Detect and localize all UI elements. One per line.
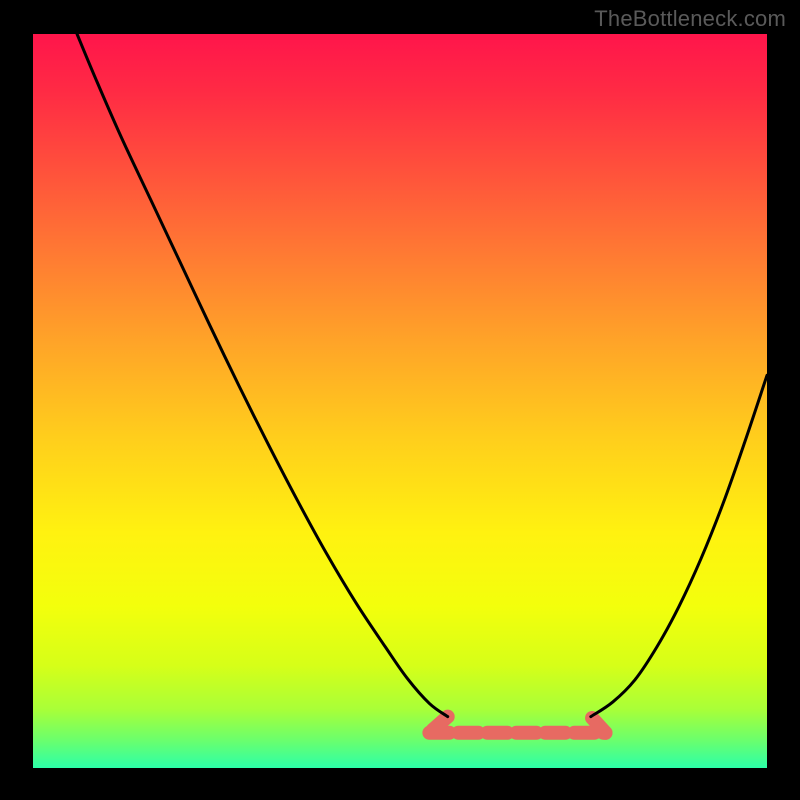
chart-background (33, 34, 767, 768)
watermark-text: TheBottleneck.com (594, 6, 786, 32)
bottleneck-chart (33, 34, 767, 768)
